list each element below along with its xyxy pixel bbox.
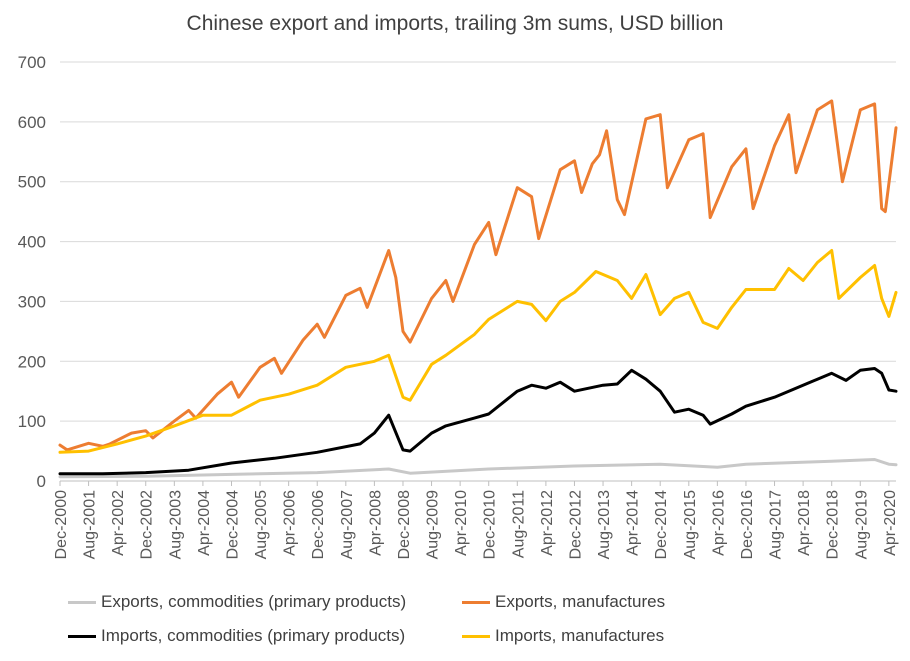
series-line-2 bbox=[58, 367, 898, 476]
x-tick-label: Dec-2012 bbox=[567, 490, 584, 559]
legend-swatch-exports-commodities bbox=[68, 600, 96, 604]
series-line-1 bbox=[58, 99, 898, 452]
x-tick-label: Dec-2002 bbox=[139, 490, 156, 559]
x-tick-label: Apr-2010 bbox=[453, 490, 470, 556]
legend-label-imports-commodities: Imports, commodities (primary products) bbox=[101, 626, 406, 645]
y-tick-label: 0 bbox=[37, 472, 46, 491]
legend-swatch-imports-manufactures bbox=[462, 634, 490, 638]
x-tick-label: Aug-2003 bbox=[167, 490, 184, 559]
legend-label-exports-manufactures: Exports, manufactures bbox=[495, 592, 666, 611]
x-tick-label: Aug-2005 bbox=[253, 490, 270, 559]
legend-item-exports-manufactures: Exports, manufactures bbox=[462, 592, 665, 612]
x-tick-label: Apr-2002 bbox=[110, 490, 127, 556]
x-tick-label: Aug-2011 bbox=[510, 490, 527, 558]
series-line-0 bbox=[58, 458, 898, 479]
x-tick-label: Aug-2019 bbox=[853, 490, 870, 559]
x-tick-label: Aug-2007 bbox=[339, 490, 356, 559]
x-tick-label: Aug-2013 bbox=[596, 490, 613, 559]
y-tick-label: 400 bbox=[18, 233, 46, 252]
chart-title: Chinese export and imports, trailing 3m … bbox=[186, 12, 724, 35]
x-tick-label: Aug-2001 bbox=[82, 490, 99, 559]
x-tick-label: Dec-2016 bbox=[739, 490, 756, 559]
legend-item-imports-commodities: Imports, commodities (primary products) bbox=[68, 626, 405, 646]
x-tick-label: Dec-2018 bbox=[825, 490, 842, 559]
series-line-3 bbox=[58, 249, 898, 454]
x-tick-label: Aug-2009 bbox=[425, 490, 442, 559]
x-tick-label: Dec-2004 bbox=[224, 490, 241, 559]
x-tick-label: Apr-2006 bbox=[282, 490, 299, 556]
x-tick-label: Apr-2014 bbox=[625, 490, 642, 556]
x-tick-label: Dec-2000 bbox=[53, 490, 70, 559]
x-tick-label: Apr-2012 bbox=[539, 490, 556, 556]
x-tick-label: Apr-2018 bbox=[796, 490, 813, 556]
y-tick-label: 100 bbox=[18, 412, 46, 431]
y-tick-label: 700 bbox=[18, 53, 46, 72]
y-tick-label: 300 bbox=[18, 292, 46, 311]
y-axis: 0 100 200 300 400 500 600 700 bbox=[18, 53, 46, 491]
y-tick-label: 200 bbox=[18, 352, 46, 371]
x-tick-label: Apr-2008 bbox=[367, 490, 384, 556]
x-tick-label: Dec-2010 bbox=[482, 490, 499, 559]
x-tick-label: Dec-2014 bbox=[653, 490, 670, 559]
y-tick-label: 500 bbox=[18, 173, 46, 192]
x-tick-label: Dec-2008 bbox=[396, 490, 413, 559]
legend-item-imports-manufactures: Imports, manufactures bbox=[462, 626, 664, 646]
x-tick-label: Apr-2016 bbox=[710, 490, 727, 556]
x-tick-label: Apr-2004 bbox=[196, 490, 213, 556]
legend-swatch-exports-manufactures bbox=[462, 600, 490, 604]
series-lines bbox=[58, 99, 898, 479]
legend-swatch-imports-commodities bbox=[68, 634, 96, 638]
legend-label-imports-manufactures: Imports, manufactures bbox=[495, 626, 665, 645]
x-tick-label: Aug-2015 bbox=[682, 490, 699, 559]
x-axis: Dec-2000 Aug-2001 Apr-2002 Dec-2002 Aug-2003… bbox=[53, 481, 899, 559]
x-tick-label: Aug-2017 bbox=[768, 490, 785, 559]
x-tick-label: Dec-2006 bbox=[310, 490, 327, 559]
x-tick-label: Apr-2020 bbox=[882, 490, 899, 556]
y-tick-label: 600 bbox=[18, 113, 46, 132]
legend-item-exports-commodities: Exports, commodities (primary products) bbox=[68, 592, 406, 612]
legend-label-exports-commodities: Exports, commodities (primary products) bbox=[101, 592, 407, 611]
